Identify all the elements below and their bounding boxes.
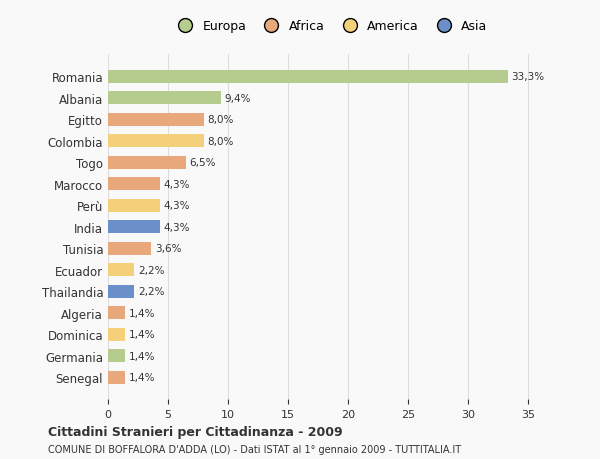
Bar xyxy=(108,285,134,298)
Text: 1,4%: 1,4% xyxy=(128,372,155,382)
Text: COMUNE DI BOFFALORA D'ADDA (LO) - Dati ISTAT al 1° gennaio 2009 - TUTTITALIA.IT: COMUNE DI BOFFALORA D'ADDA (LO) - Dati I… xyxy=(48,444,461,454)
Text: 1,4%: 1,4% xyxy=(128,351,155,361)
Bar xyxy=(108,221,160,234)
Text: 4,3%: 4,3% xyxy=(163,222,190,232)
Text: 8,0%: 8,0% xyxy=(208,115,234,125)
Text: 8,0%: 8,0% xyxy=(208,136,234,146)
Bar xyxy=(108,71,508,84)
Text: 9,4%: 9,4% xyxy=(224,94,251,104)
Bar xyxy=(108,242,151,255)
Text: 4,3%: 4,3% xyxy=(163,201,190,211)
Text: 2,2%: 2,2% xyxy=(138,286,164,297)
Text: 1,4%: 1,4% xyxy=(128,330,155,339)
Text: 4,3%: 4,3% xyxy=(163,179,190,189)
Legend: Europa, Africa, America, Asia: Europa, Africa, America, Asia xyxy=(169,17,491,37)
Bar xyxy=(108,371,125,384)
Text: 1,4%: 1,4% xyxy=(128,308,155,318)
Bar xyxy=(108,92,221,105)
Bar xyxy=(108,263,134,276)
Text: 2,2%: 2,2% xyxy=(138,265,164,275)
Bar xyxy=(108,157,186,169)
Bar xyxy=(108,199,160,212)
Text: 6,5%: 6,5% xyxy=(190,158,216,168)
Bar xyxy=(108,349,125,362)
Bar xyxy=(108,328,125,341)
Bar xyxy=(108,307,125,319)
Bar xyxy=(108,113,204,127)
Text: 33,3%: 33,3% xyxy=(511,72,544,82)
Text: Cittadini Stranieri per Cittadinanza - 2009: Cittadini Stranieri per Cittadinanza - 2… xyxy=(48,425,343,438)
Text: 3,6%: 3,6% xyxy=(155,244,181,254)
Bar xyxy=(108,135,204,148)
Bar xyxy=(108,178,160,191)
